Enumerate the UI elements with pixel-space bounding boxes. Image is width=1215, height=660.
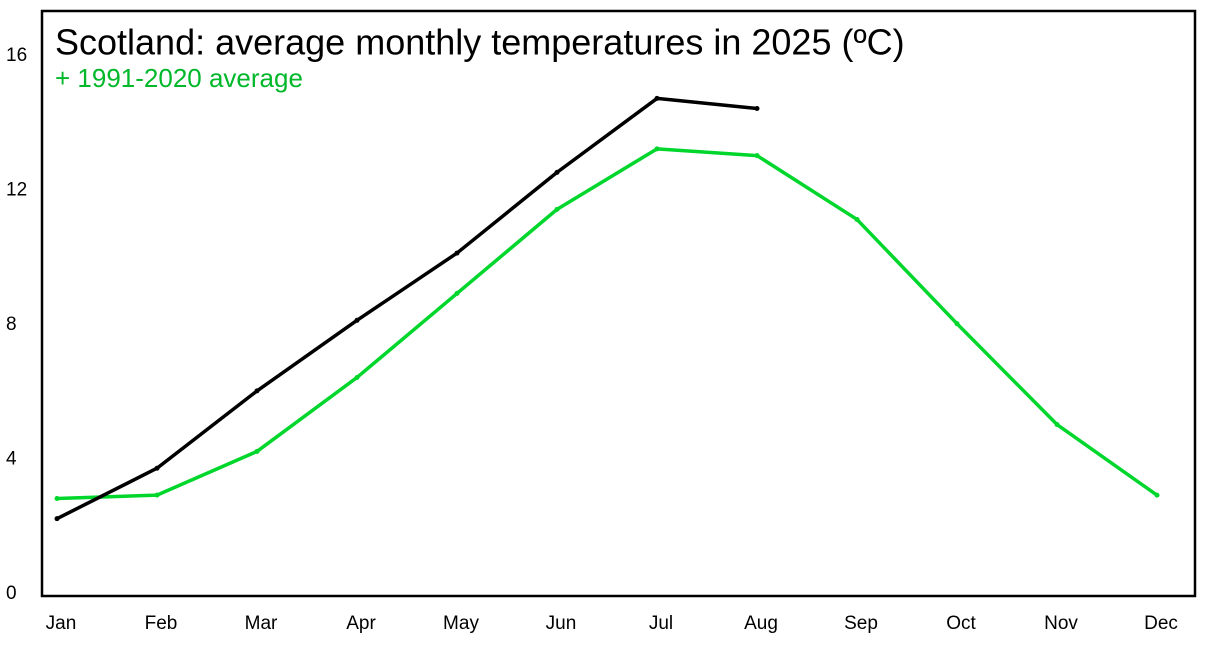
x-tick-label: Jul xyxy=(649,613,673,634)
x-tick-label: Nov xyxy=(1044,613,1078,634)
x-tick-label: Dec xyxy=(1144,613,1178,634)
point xyxy=(854,216,860,222)
x-tick-label: Feb xyxy=(145,613,178,634)
plot-frame xyxy=(40,9,1197,598)
point xyxy=(154,465,160,471)
point xyxy=(454,250,460,256)
legend-entry: + 1991-2020 average xyxy=(55,63,303,93)
point xyxy=(554,206,560,212)
point xyxy=(754,106,760,111)
y-tick-label: 16 xyxy=(6,45,27,66)
point xyxy=(54,516,60,522)
series-line xyxy=(56,147,1159,501)
point xyxy=(1054,422,1060,428)
x-tick-label: Sep xyxy=(844,613,878,634)
x-tick-label: Apr xyxy=(346,613,376,634)
point xyxy=(254,388,260,394)
point xyxy=(654,146,660,152)
x-tick-label: Oct xyxy=(946,613,976,634)
x-tick-label: Jan xyxy=(46,613,77,634)
y-tick-label: 8 xyxy=(6,314,17,335)
point xyxy=(354,374,360,380)
point xyxy=(54,496,60,501)
point xyxy=(454,290,460,296)
point xyxy=(354,317,360,323)
point xyxy=(254,448,260,454)
point xyxy=(954,321,960,327)
x-tick-label: Mar xyxy=(245,613,278,634)
y-tick-label: 12 xyxy=(6,180,27,201)
point xyxy=(154,492,160,498)
x-tick-label: May xyxy=(443,613,479,634)
y-tick-label: 4 xyxy=(6,449,17,470)
point xyxy=(754,153,760,159)
y-tick-label: 0 xyxy=(6,583,17,604)
chart-title: Scotland: average monthly temperatures i… xyxy=(55,22,905,63)
x-tick-label: Jun xyxy=(546,613,577,634)
point xyxy=(1154,492,1160,498)
series-line xyxy=(56,96,758,521)
point xyxy=(554,169,560,175)
point xyxy=(654,95,660,101)
x-tick-label: Aug xyxy=(744,613,778,634)
